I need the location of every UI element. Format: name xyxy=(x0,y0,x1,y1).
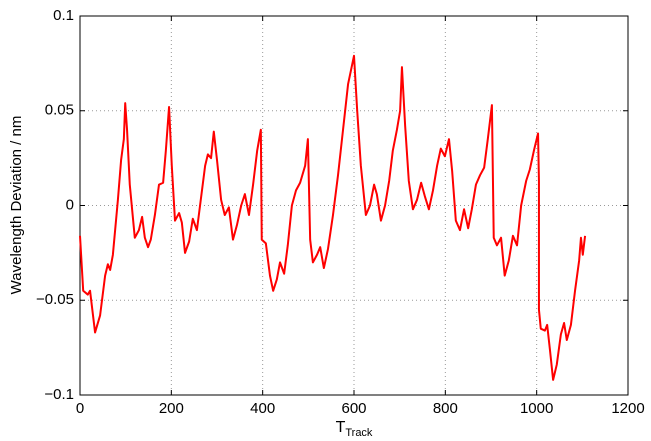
y-tick-label: −0.1 xyxy=(44,386,74,403)
x-axis-label-base: T xyxy=(336,419,346,436)
x-tick-label: 1000 xyxy=(520,400,553,417)
x-axis-label-subscript: Track xyxy=(345,427,373,439)
x-tick-label: 600 xyxy=(341,400,366,417)
y-tick-label: 0 xyxy=(66,196,74,213)
x-tick-label: 200 xyxy=(159,400,184,417)
y-axis-label: Wavelength Deviation / nm xyxy=(8,116,25,295)
x-axis-label: TTrack xyxy=(336,419,373,439)
y-tick-label: 0.05 xyxy=(45,102,74,119)
x-tick-label: 1200 xyxy=(611,400,644,417)
x-tick-label: 0 xyxy=(76,400,84,417)
y-tick-label: −0.05 xyxy=(36,291,74,308)
y-tick-label: 0.1 xyxy=(53,7,74,24)
data-line xyxy=(79,54,587,381)
x-tick-label: 400 xyxy=(250,400,275,417)
x-tick-label: 800 xyxy=(433,400,458,417)
